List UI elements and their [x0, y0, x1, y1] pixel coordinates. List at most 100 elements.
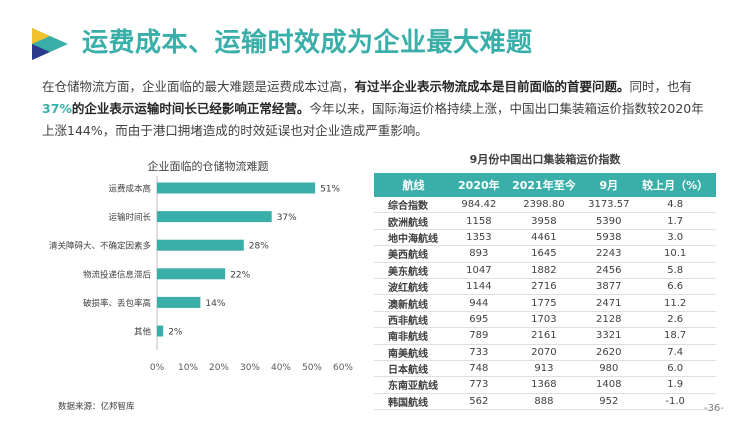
table-cell: 6.0 — [634, 360, 716, 378]
table-cell: 2398.80 — [504, 197, 584, 214]
bar — [157, 239, 244, 251]
table-header-cell: 2021年至今 — [504, 173, 584, 197]
route-name-cell: 欧洲航线 — [374, 212, 454, 230]
route-name-cell: 南美航线 — [374, 344, 454, 361]
table-cell: 1.9 — [634, 376, 716, 394]
route-name-cell: 综合指数 — [374, 197, 454, 214]
table-cell: 6.6 — [634, 278, 716, 296]
table-cell: 1.7 — [634, 212, 716, 230]
x-tick-label: 20% — [209, 363, 229, 373]
y-tick-label: 物流投递信息滞后 — [83, 269, 152, 280]
table-title: 9月份中国出口集装箱运价指数 — [469, 153, 621, 166]
bar — [157, 211, 272, 223]
table-cell: 3958 — [504, 212, 584, 230]
table-cell: 11.2 — [634, 294, 716, 312]
table-header-row: 航线 2020年 2021年至今 9月 较上月（%） — [374, 173, 716, 197]
table-row: 韩国航线 562 888 952 -1.0 — [374, 393, 716, 411]
table-cell: 1408 — [583, 376, 635, 394]
table-row: 南非航线 789 2161 3321 18.7 — [374, 327, 716, 345]
table-cell: 7.4 — [634, 344, 716, 361]
intro-pct-highlight: 37% — [42, 101, 72, 116]
intro-text-3: 今年以来，国际海运价格持续上涨，中国出口集装箱运价指数较2020年上涨144%，… — [42, 101, 704, 138]
table-cell: 789 — [453, 327, 505, 345]
bar — [157, 268, 226, 280]
table-cell: 4.8 — [634, 197, 716, 214]
bar — [157, 325, 164, 337]
logo-yellow-shape — [32, 28, 50, 44]
bar — [157, 296, 201, 308]
route-name-cell: 地中海航线 — [374, 229, 454, 247]
table-cell: 5.8 — [634, 262, 716, 279]
x-tick-label: 10% — [178, 363, 198, 373]
table-cell: 944 — [453, 294, 505, 312]
table-header-cell: 2020年 — [453, 173, 505, 197]
bar-chart: 运费成本高 51% 运输时间长 37% 清关障碍大、不确定因素多 28% 物流投递信息滞后 2… — [49, 176, 353, 373]
logo-dark-shape — [32, 44, 50, 60]
table-row: 美西航线 893 1645 2243 10.1 — [374, 245, 716, 263]
table-row: 澳新航线 944 1775 2471 11.2 — [374, 294, 716, 312]
table-cell: 2128 — [583, 311, 635, 329]
table-cell: 5938 — [583, 229, 635, 247]
table-cell: 2161 — [504, 327, 584, 345]
table-row: 西非航线 695 1703 2128 2.6 — [374, 311, 716, 329]
freight-index-table: 航线 2020年 2021年至今 9月 较上月（%） 综合指数 984.42 2398.80… — [374, 173, 716, 411]
bar-value-label: 14% — [205, 299, 225, 309]
page-number: -36- — [704, 403, 724, 414]
intro-bold-2: 的企业表示运输时间长已经影响正常经营。 — [71, 101, 310, 116]
bar — [157, 182, 316, 194]
table-cell: 562 — [453, 393, 505, 411]
route-name-cell: 澳新航线 — [374, 294, 454, 312]
table-cell: 3877 — [583, 278, 635, 296]
table-cell: 1775 — [504, 294, 584, 312]
bar-value-label: 22% — [230, 270, 250, 280]
table-cell: 2243 — [583, 245, 635, 263]
table-cell: 893 — [453, 245, 505, 263]
route-name-cell: 波红航线 — [374, 278, 454, 296]
data-source: 数据来源：亿邦智库 — [58, 402, 135, 412]
y-tick-label: 运费成本高 — [108, 184, 151, 195]
y-tick-label: 清关障碍大、不确定因素多 — [49, 241, 152, 252]
x-tick-label: 40% — [271, 363, 291, 373]
bar-value-label: 51% — [320, 185, 340, 195]
table-cell: 3321 — [583, 327, 635, 345]
bar-value-label: 37% — [277, 213, 297, 223]
table-cell: 2070 — [504, 344, 584, 361]
y-tick-label: 运输时间长 — [108, 212, 151, 223]
table-cell: 3173.57 — [583, 197, 635, 214]
table-cell: 4461 — [504, 229, 584, 247]
table-cell: 748 — [453, 360, 505, 378]
table-cell: 10.1 — [634, 245, 716, 263]
table-cell: 980 — [583, 360, 635, 378]
table-cell: 733 — [453, 344, 505, 361]
table-row: 日本航线 748 913 980 6.0 — [374, 360, 716, 378]
table-cell: 1645 — [504, 245, 584, 263]
table-row: 波红航线 1144 2716 3877 6.6 — [374, 278, 716, 296]
x-tick-label: 50% — [302, 363, 322, 373]
table-row: 地中海航线 1353 4461 5938 3.0 — [374, 229, 716, 247]
table-cell: 773 — [453, 376, 505, 394]
table-row: 欧洲航线 1158 3958 5390 1.7 — [374, 212, 716, 230]
route-name-cell: 韩国航线 — [374, 393, 454, 411]
table-cell: 1703 — [504, 311, 584, 329]
bar-value-label: 2% — [168, 328, 183, 338]
table-cell: 984.42 — [453, 197, 505, 214]
table-cell: 3.0 — [634, 229, 716, 247]
x-tick-label: 60% — [333, 363, 353, 373]
table-cell: 888 — [504, 393, 584, 411]
route-name-cell: 东南亚航线 — [374, 376, 454, 394]
intro-text-1: 在仓储物流方面，企业面临的最大难题是运费成本过高， — [42, 79, 355, 94]
table-cell: 1882 — [504, 262, 584, 279]
route-name-cell: 美西航线 — [374, 245, 454, 263]
page-title: 运费成本、运输时效成为企业最大难题 — [82, 28, 533, 58]
y-tick-label: 破损率、丢包率高 — [83, 298, 151, 309]
table-cell: 1047 — [453, 262, 505, 279]
table-cell: 952 — [583, 393, 635, 411]
bar-value-label: 28% — [249, 242, 269, 252]
route-name-cell: 西非航线 — [374, 311, 454, 329]
table-cell: 18.7 — [634, 327, 716, 345]
table-row: 东南亚航线 773 1368 1408 1.9 — [374, 376, 716, 394]
table-body: 综合指数 984.42 2398.80 3173.57 4.8 欧洲航线 1158 3958 5… — [374, 197, 716, 411]
table-header-cell: 较上月（%） — [634, 173, 716, 197]
x-tick-label: 0% — [150, 363, 165, 373]
bar-chart-title: 企业面临的仓储物流难题 — [147, 160, 269, 173]
